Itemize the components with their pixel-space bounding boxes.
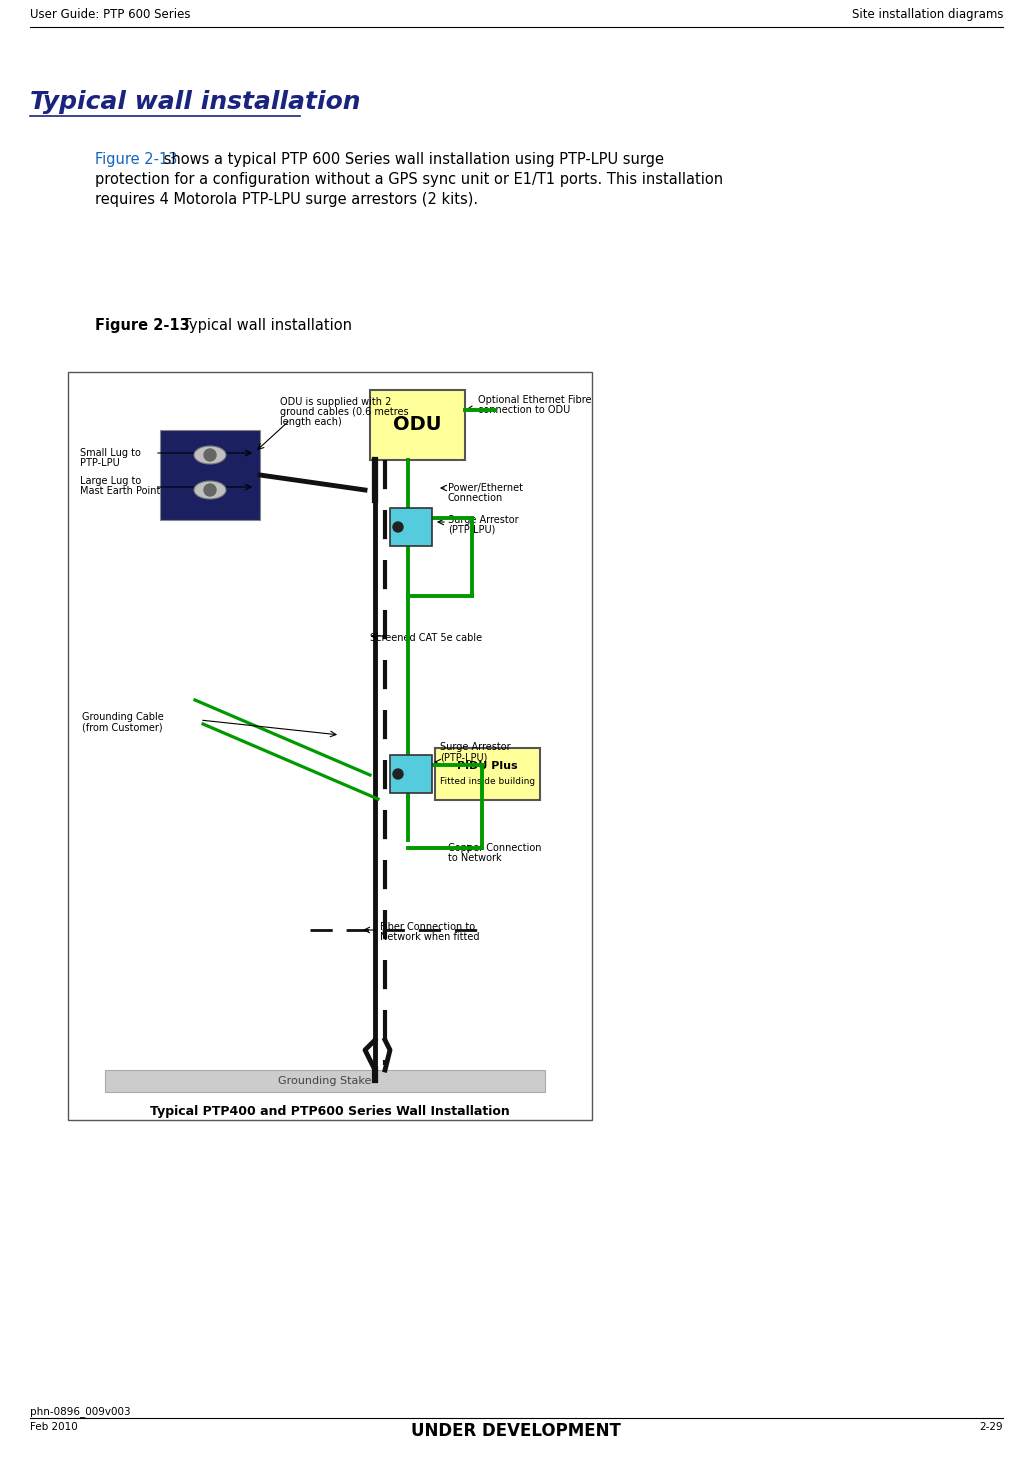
Text: UNDER DEVELOPMENT: UNDER DEVELOPMENT	[411, 1423, 621, 1440]
Text: User Guide: PTP 600 Series: User Guide: PTP 600 Series	[30, 7, 190, 21]
Text: Grounding Cable: Grounding Cable	[82, 712, 164, 722]
Bar	[68, 372, 592, 1121]
Text: length each): length each)	[280, 418, 342, 426]
Text: shows a typical PTP 600 Series wall installation using PTP-LPU surge: shows a typical PTP 600 Series wall inst…	[159, 152, 664, 167]
Bar	[105, 1069, 545, 1091]
Text: to Network: to Network	[448, 853, 502, 863]
Text: Site installation diagrams: Site installation diagrams	[851, 7, 1003, 21]
Circle shape	[393, 522, 403, 532]
Text: Grounding Stake: Grounding Stake	[278, 1075, 372, 1086]
Bar	[390, 754, 432, 793]
Text: Power/Ethernet: Power/Ethernet	[448, 483, 523, 494]
Circle shape	[393, 769, 403, 779]
Text: ODU: ODU	[394, 416, 442, 435]
Text: PIDU Plus: PIDU Plus	[458, 760, 518, 771]
Text: Fitted inside building: Fitted inside building	[440, 778, 535, 787]
Text: protection for a configuration without a GPS sync unit or E1/T1 ports. This inst: protection for a configuration without a…	[95, 171, 723, 188]
Text: Optional Ethernet Fibre: Optional Ethernet Fibre	[478, 396, 592, 404]
Text: Feb 2010: Feb 2010	[30, 1423, 77, 1431]
Text: (PTP-LPU): (PTP-LPU)	[448, 524, 496, 535]
Bar	[370, 390, 465, 460]
Text: Surge Arrestor: Surge Arrestor	[440, 741, 510, 752]
Text: Mast Earth Point: Mast Earth Point	[80, 486, 160, 497]
Text: Large Lug to: Large Lug to	[80, 476, 142, 486]
Text: Typical PTP400 and PTP600 Series Wall Installation: Typical PTP400 and PTP600 Series Wall In…	[150, 1105, 510, 1118]
Text: Typical wall installation: Typical wall installation	[173, 318, 352, 333]
Text: Network when fitted: Network when fitted	[380, 932, 479, 942]
Bar	[435, 749, 540, 800]
Text: connection to ODU: connection to ODU	[478, 404, 570, 415]
Ellipse shape	[194, 445, 226, 464]
Bar	[160, 431, 260, 520]
Text: Figure 2-13: Figure 2-13	[95, 152, 178, 167]
Text: Typical wall installation: Typical wall installation	[30, 89, 361, 114]
Text: Small Lug to: Small Lug to	[80, 448, 140, 459]
Text: Fiber Connection to: Fiber Connection to	[380, 921, 475, 932]
Ellipse shape	[194, 481, 226, 500]
Text: Screened CAT 5e cable: Screened CAT 5e cable	[370, 633, 482, 643]
Text: requires 4 Motorola PTP-LPU surge arrestors (2 kits).: requires 4 Motorola PTP-LPU surge arrest…	[95, 192, 478, 207]
Text: ground cables (0.6 metres: ground cables (0.6 metres	[280, 407, 409, 418]
Text: ODU is supplied with 2: ODU is supplied with 2	[280, 397, 392, 407]
Text: Surge Arrestor: Surge Arrestor	[448, 516, 519, 524]
Text: PTP-LPU: PTP-LPU	[80, 459, 120, 467]
Text: (from Customer): (from Customer)	[82, 722, 162, 732]
Text: Copper Connection: Copper Connection	[448, 842, 541, 853]
Text: 2-29: 2-29	[979, 1423, 1003, 1431]
Text: phn-0896_009v003: phn-0896_009v003	[30, 1406, 130, 1417]
Text: Connection: Connection	[448, 494, 503, 502]
Text: (PTP-LPU): (PTP-LPU)	[440, 752, 488, 762]
Text: Figure 2-13: Figure 2-13	[95, 318, 190, 333]
Circle shape	[204, 483, 216, 497]
Bar	[390, 508, 432, 546]
Circle shape	[204, 448, 216, 461]
